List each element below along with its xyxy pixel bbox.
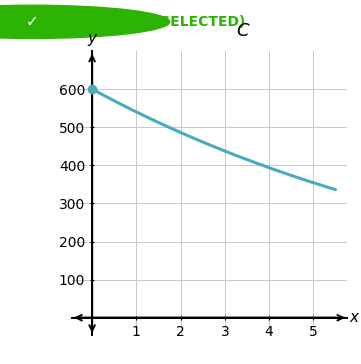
Text: x: x [350,310,359,325]
Text: ✓: ✓ [26,14,39,29]
Text: C: C [236,21,249,40]
Circle shape [0,5,170,39]
Text: y: y [88,31,97,46]
Text: CORRECT (SELECTED): CORRECT (SELECTED) [76,15,245,29]
